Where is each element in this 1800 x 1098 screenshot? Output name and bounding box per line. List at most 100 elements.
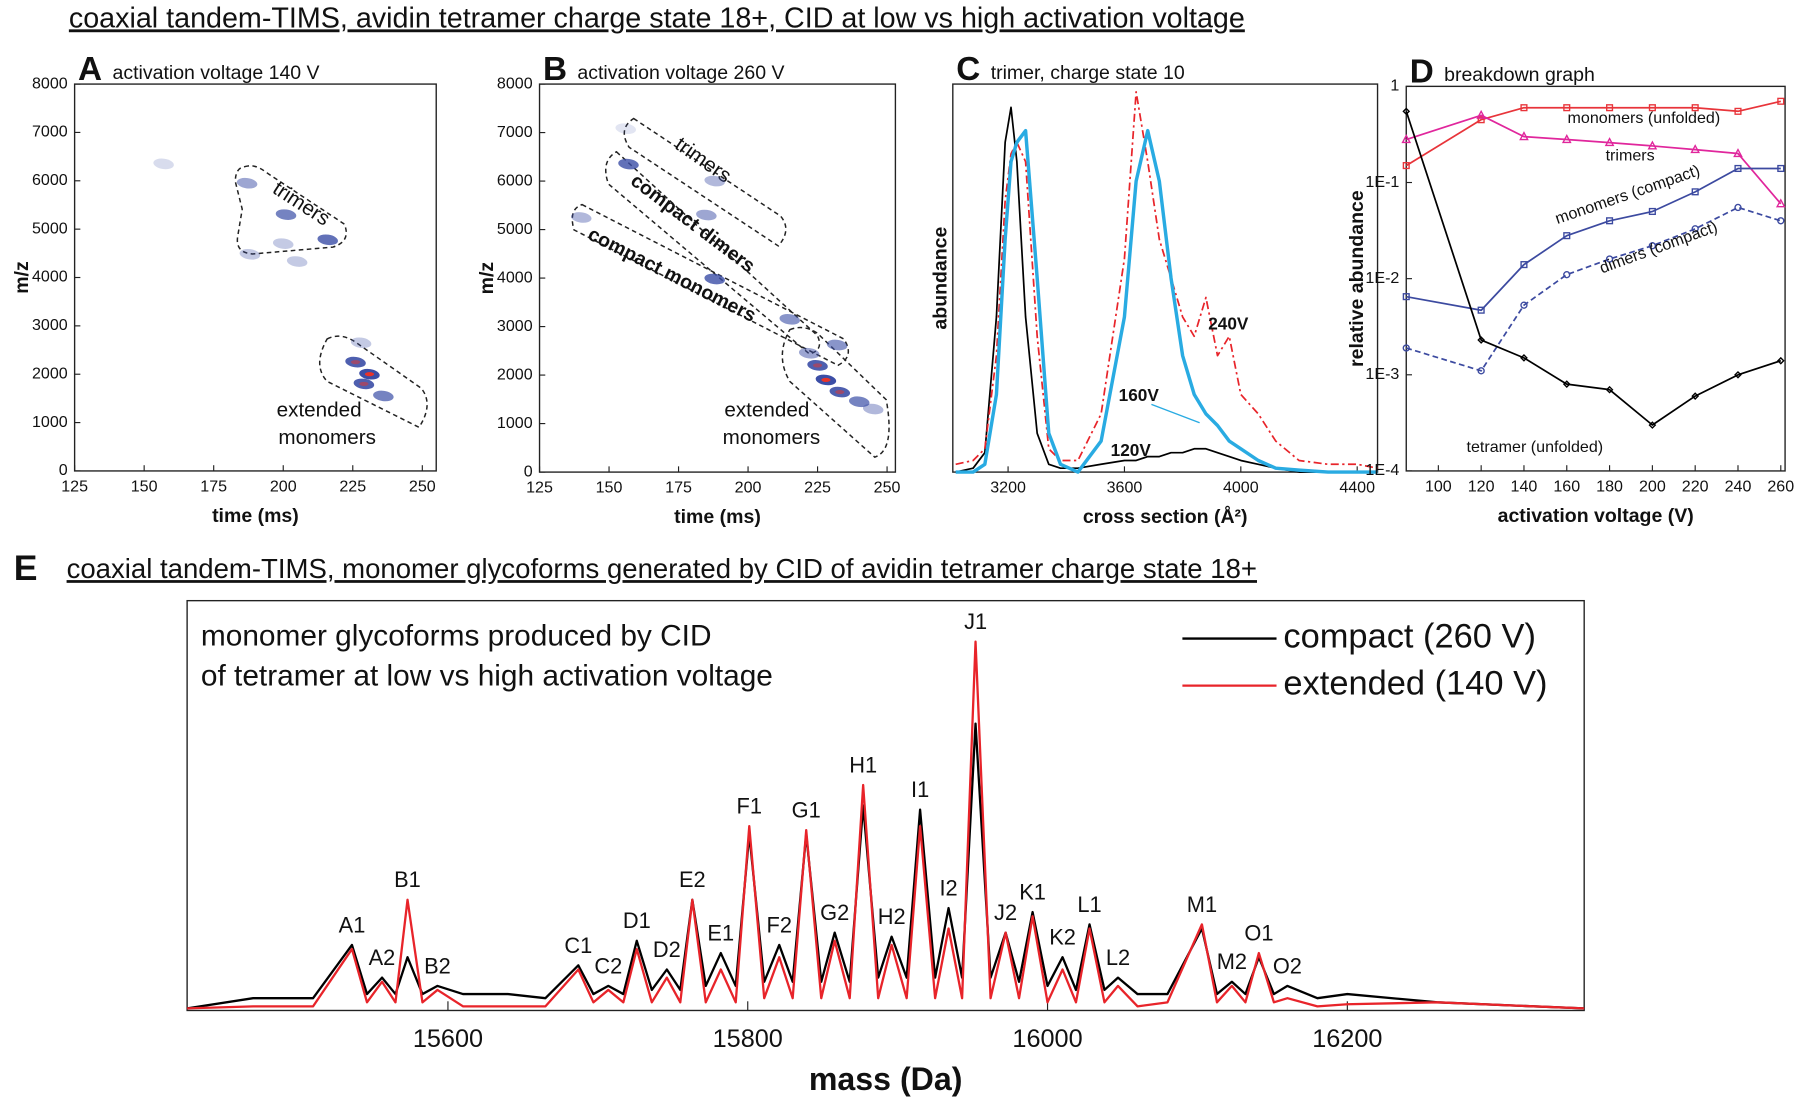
intensity-core bbox=[812, 363, 823, 368]
peak-label: L1 bbox=[1077, 892, 1101, 917]
intensity-spot bbox=[272, 238, 294, 249]
plot-frame bbox=[952, 83, 1379, 473]
y-tick-label: 7000 bbox=[32, 123, 68, 141]
intensity-spot bbox=[849, 396, 870, 408]
y-axis-label: m/z bbox=[11, 261, 33, 294]
series-label: trimers bbox=[1606, 147, 1655, 165]
y-tick-label: 3000 bbox=[497, 317, 533, 335]
intensity-core bbox=[359, 381, 369, 386]
marker bbox=[1691, 104, 1699, 112]
marker bbox=[1734, 370, 1742, 379]
plot-frame bbox=[1405, 85, 1786, 472]
marker bbox=[1606, 217, 1614, 225]
marker bbox=[1647, 140, 1658, 150]
peak-label: A1 bbox=[339, 912, 366, 937]
x-tick-label: 120 bbox=[1468, 477, 1495, 495]
peak-label: E2 bbox=[679, 867, 706, 892]
x-tick-label: 3600 bbox=[1107, 478, 1143, 496]
marker bbox=[1477, 367, 1485, 375]
peak-label: K2 bbox=[1049, 925, 1076, 950]
peak-label: G2 bbox=[820, 900, 849, 925]
intensity-spot bbox=[350, 337, 372, 349]
peak-label: G1 bbox=[792, 798, 821, 823]
marker bbox=[1776, 356, 1785, 365]
intensity-spot bbox=[696, 209, 717, 221]
y-tick-label: 2000 bbox=[32, 364, 68, 382]
x-tick-label: 15800 bbox=[713, 1025, 783, 1053]
y-tick-label: 7000 bbox=[497, 123, 533, 141]
x-axis-label: mass (Da) bbox=[809, 1061, 963, 1097]
panel-a-regions bbox=[234, 165, 428, 429]
x-tick-label: 250 bbox=[409, 477, 436, 495]
x-axis-label: time (ms) bbox=[674, 506, 761, 528]
marker bbox=[1562, 380, 1571, 388]
intensity-spot bbox=[239, 248, 261, 260]
panel-letter: C bbox=[956, 51, 980, 88]
intensity-spot bbox=[615, 123, 636, 135]
y-tick-label: 5000 bbox=[497, 220, 533, 238]
trimer-region bbox=[234, 165, 347, 255]
x-tick-label: 150 bbox=[131, 477, 158, 495]
marker bbox=[1691, 225, 1699, 233]
marker bbox=[1563, 104, 1571, 112]
series-line bbox=[187, 640, 1585, 1010]
x-tick-label: 175 bbox=[665, 478, 692, 496]
peak-label: L2 bbox=[1106, 945, 1130, 970]
x-tick-label: 16000 bbox=[1012, 1025, 1082, 1053]
peak-label: M1 bbox=[1187, 892, 1217, 917]
x-tick-label: 225 bbox=[804, 478, 831, 496]
y-axis-label: relative abundance bbox=[1346, 190, 1368, 367]
x-tick-label: 4400 bbox=[1339, 478, 1375, 496]
trimer-region bbox=[623, 117, 787, 247]
y-tick-label: 8000 bbox=[32, 74, 68, 92]
intensity-spot bbox=[826, 339, 848, 351]
legend-label: extended (140 V) bbox=[1283, 665, 1547, 703]
marker bbox=[1777, 164, 1785, 173]
x-tick-label: 180 bbox=[1596, 477, 1623, 495]
x-tick-label: 125 bbox=[61, 477, 88, 495]
x-tick-label: 15600 bbox=[413, 1025, 483, 1053]
intensity-spot bbox=[779, 313, 801, 325]
peak-label: H2 bbox=[878, 904, 906, 929]
y-tick-label: 1000 bbox=[497, 414, 533, 432]
marker bbox=[1402, 162, 1410, 170]
y-tick-label: 5000 bbox=[32, 219, 68, 237]
panel-letter: E bbox=[14, 548, 38, 588]
panel-letter: A bbox=[78, 51, 102, 88]
y-tick-label: 1E-4 bbox=[1365, 461, 1399, 479]
x-tick-label: 200 bbox=[270, 477, 297, 495]
marker bbox=[1605, 385, 1614, 394]
series-label: monomers (compact) bbox=[1553, 162, 1702, 228]
marker bbox=[1648, 421, 1657, 429]
intensity-spot bbox=[153, 158, 174, 170]
panel-letter: B bbox=[543, 51, 567, 88]
figure-title: coaxial tandem-TIMS, avidin tetramer cha… bbox=[69, 2, 1245, 34]
marker bbox=[1477, 306, 1485, 314]
intensity-spot bbox=[275, 209, 297, 220]
intensity-core bbox=[835, 389, 845, 395]
x-tick-label: 250 bbox=[874, 478, 901, 496]
marker bbox=[1402, 293, 1410, 301]
series-label: 240V bbox=[1208, 314, 1249, 334]
x-tick-label: 240 bbox=[1725, 477, 1752, 495]
marker bbox=[1648, 207, 1656, 216]
marker bbox=[1648, 104, 1656, 112]
y-tick-label: 2000 bbox=[497, 365, 533, 383]
marker bbox=[1734, 203, 1742, 212]
marker bbox=[1476, 109, 1486, 119]
peak-label: F1 bbox=[737, 793, 762, 818]
panel-title: coaxial tandem-TIMS, monomer glycoforms … bbox=[67, 553, 1257, 584]
y-tick-label: 1000 bbox=[32, 413, 68, 431]
intensity-spot bbox=[570, 212, 592, 223]
annotation: monomers bbox=[723, 426, 821, 449]
marker bbox=[1519, 131, 1529, 141]
label-pointer bbox=[1151, 403, 1200, 424]
marker bbox=[1520, 354, 1528, 362]
intensity-spot bbox=[618, 158, 639, 170]
y-tick-label: 1 bbox=[1390, 77, 1399, 95]
